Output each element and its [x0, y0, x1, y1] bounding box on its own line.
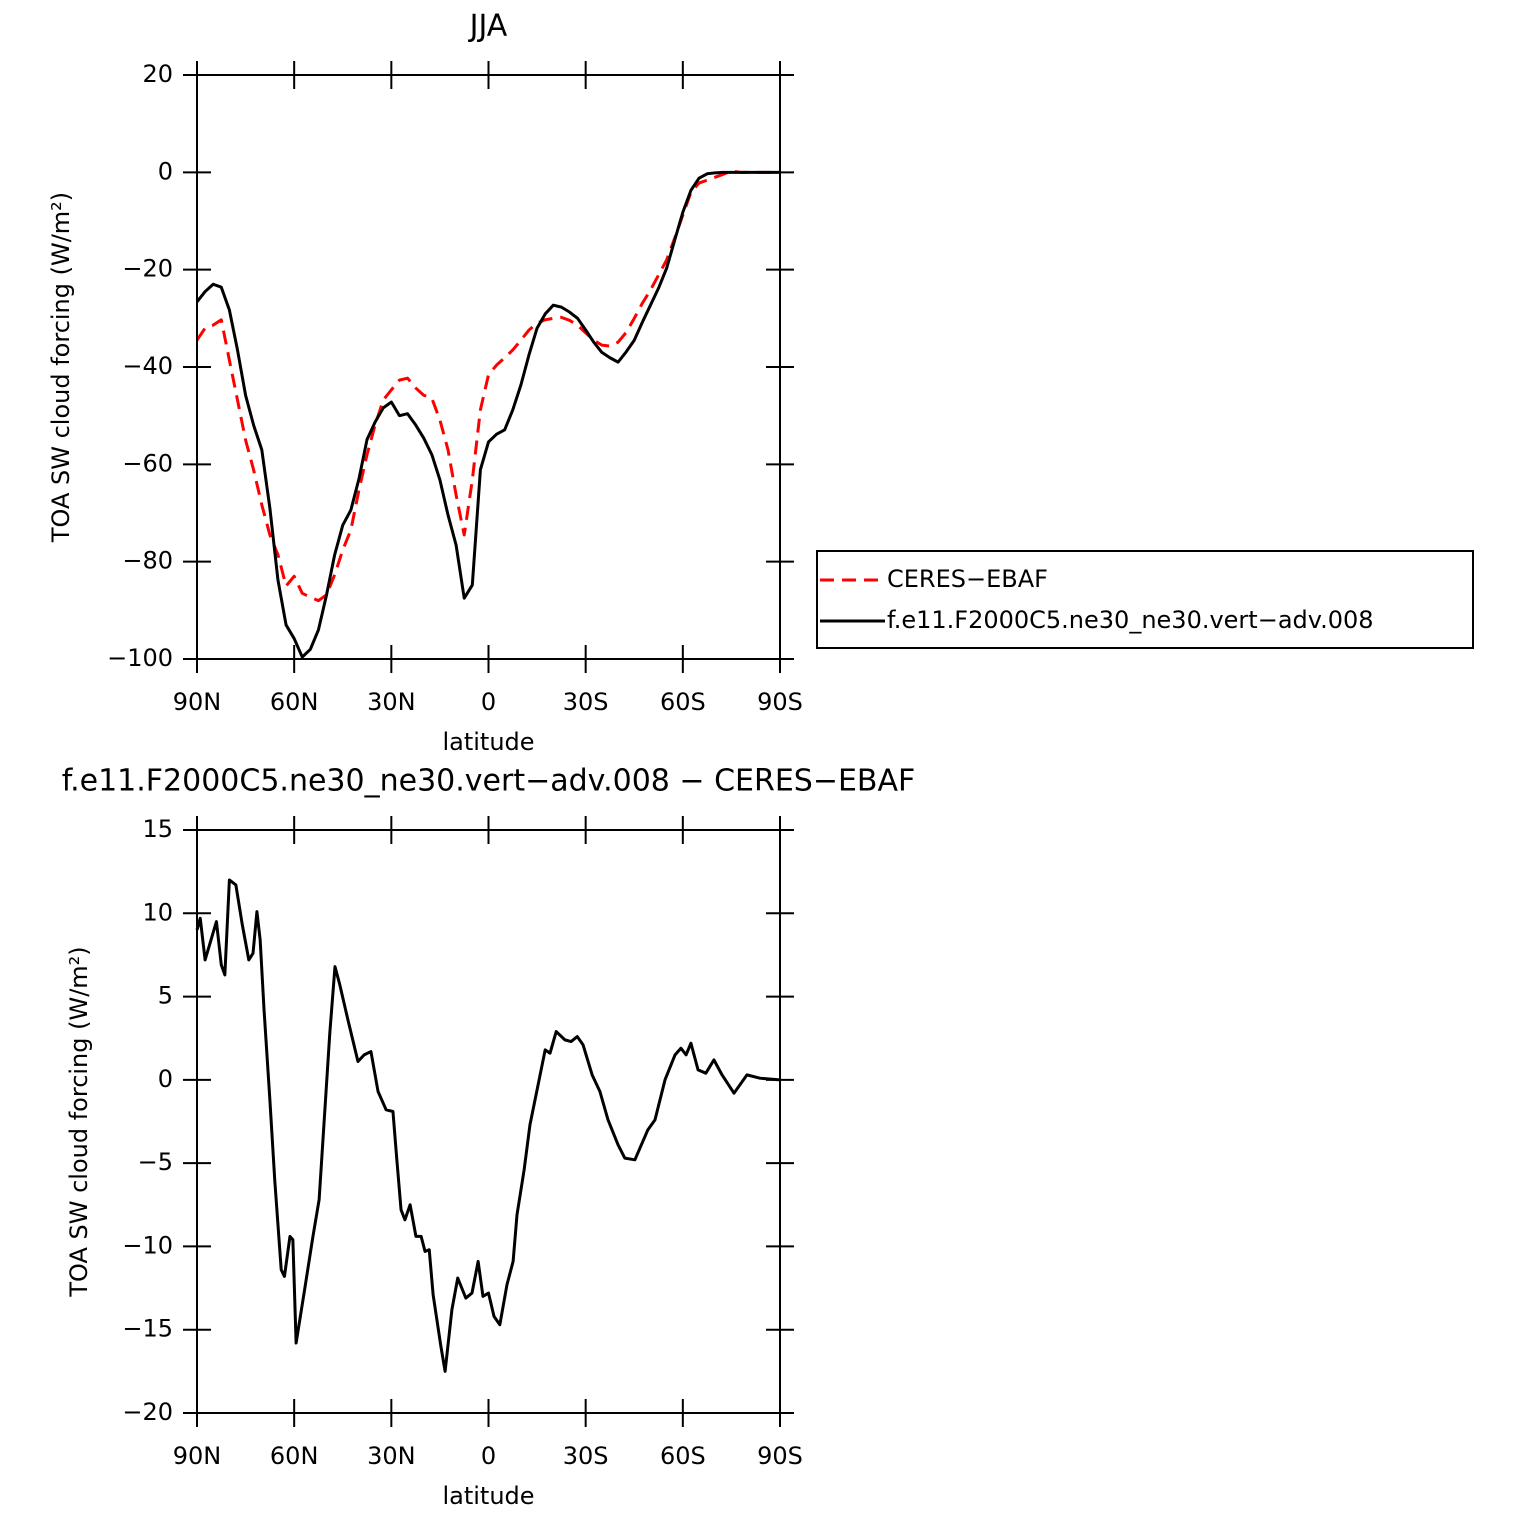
x-tick-label: 60S	[660, 1442, 706, 1470]
x-tick-label: 0	[481, 1442, 496, 1470]
legend-label: f.e11.F2000C5.ne30_ne30.vert−adv.008	[887, 606, 1374, 634]
data-line	[195, 878, 781, 1373]
x-tick-label: 90S	[757, 688, 803, 716]
y-tick-label: −20	[122, 255, 173, 283]
y-tick-label: 10	[142, 898, 173, 926]
x-axis-label: latitude	[442, 1482, 534, 1510]
y-tick-label: 0	[158, 1065, 173, 1093]
x-tick-label: 90S	[757, 1442, 803, 1470]
y-tick-label: −100	[107, 644, 173, 672]
y-tick-label: −40	[122, 352, 173, 380]
x-tick-label: 30N	[367, 688, 416, 716]
x-tick-label: 60S	[660, 688, 706, 716]
y-tick-label: 15	[142, 815, 173, 843]
data-line	[195, 170, 780, 659]
chart-title: f.e11.F2000C5.ne30_ne30.vert−adv.008 − C…	[62, 764, 916, 799]
data-line	[195, 169, 780, 603]
x-tick-label: 90N	[173, 1442, 222, 1470]
y-tick-label: 0	[158, 157, 173, 185]
y-tick-label: 20	[142, 60, 173, 88]
x-tick-label: 90N	[173, 688, 222, 716]
chart-title: JJA	[468, 9, 508, 44]
y-tick-label: 5	[158, 982, 173, 1010]
legend-box	[816, 550, 1474, 649]
legend-label: CERES−EBAF	[887, 565, 1048, 593]
x-tick-label: 30S	[563, 688, 609, 716]
x-tick-label: 60N	[270, 1442, 319, 1470]
y-tick-label: −80	[122, 547, 173, 575]
y-tick-label: −60	[122, 449, 173, 477]
y-tick-label: −20	[122, 1398, 173, 1426]
x-tick-label: 30S	[563, 1442, 609, 1470]
x-tick-label: 60N	[270, 688, 319, 716]
x-axis-label: latitude	[442, 728, 534, 756]
x-tick-label: 30N	[367, 1442, 416, 1470]
y-axis-label: TOA SW cloud forcing (W/m²)	[65, 946, 93, 1297]
y-tick-label: −15	[122, 1315, 173, 1343]
plot-frame	[196, 829, 781, 1414]
x-tick-label: 0	[481, 688, 496, 716]
y-tick-label: −5	[138, 1148, 173, 1176]
plot-frame	[196, 74, 781, 660]
y-axis-label: TOA SW cloud forcing (W/m²)	[47, 192, 75, 543]
y-tick-label: −10	[122, 1231, 173, 1259]
